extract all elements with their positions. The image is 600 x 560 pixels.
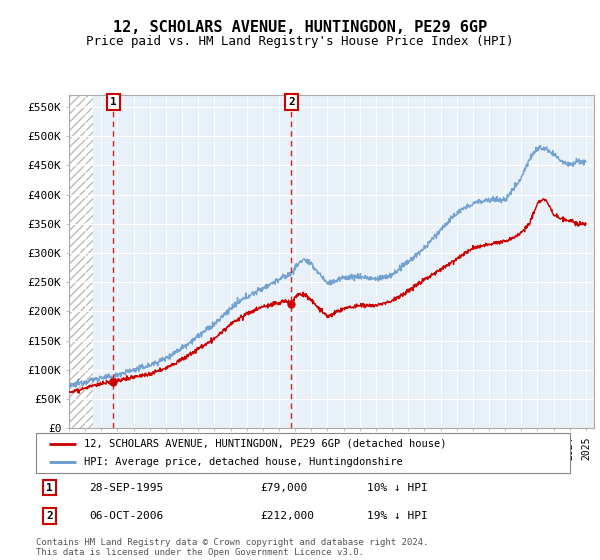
- Text: 06-OCT-2006: 06-OCT-2006: [89, 511, 164, 521]
- Text: HPI: Average price, detached house, Huntingdonshire: HPI: Average price, detached house, Hunt…: [84, 458, 403, 467]
- Text: £79,000: £79,000: [260, 483, 308, 493]
- Text: 19% ↓ HPI: 19% ↓ HPI: [367, 511, 428, 521]
- Text: 2: 2: [288, 97, 295, 107]
- Text: 1: 1: [110, 97, 117, 107]
- Text: 1: 1: [46, 483, 53, 493]
- Text: 28-SEP-1995: 28-SEP-1995: [89, 483, 164, 493]
- Text: 12, SCHOLARS AVENUE, HUNTINGDON, PE29 6GP: 12, SCHOLARS AVENUE, HUNTINGDON, PE29 6G…: [113, 20, 487, 35]
- Text: £212,000: £212,000: [260, 511, 314, 521]
- Text: Contains HM Land Registry data © Crown copyright and database right 2024.
This d: Contains HM Land Registry data © Crown c…: [36, 538, 428, 557]
- Text: 2: 2: [46, 511, 53, 521]
- Text: Price paid vs. HM Land Registry's House Price Index (HPI): Price paid vs. HM Land Registry's House …: [86, 35, 514, 48]
- Text: 12, SCHOLARS AVENUE, HUNTINGDON, PE29 6GP (detached house): 12, SCHOLARS AVENUE, HUNTINGDON, PE29 6G…: [84, 439, 446, 449]
- Text: 10% ↓ HPI: 10% ↓ HPI: [367, 483, 428, 493]
